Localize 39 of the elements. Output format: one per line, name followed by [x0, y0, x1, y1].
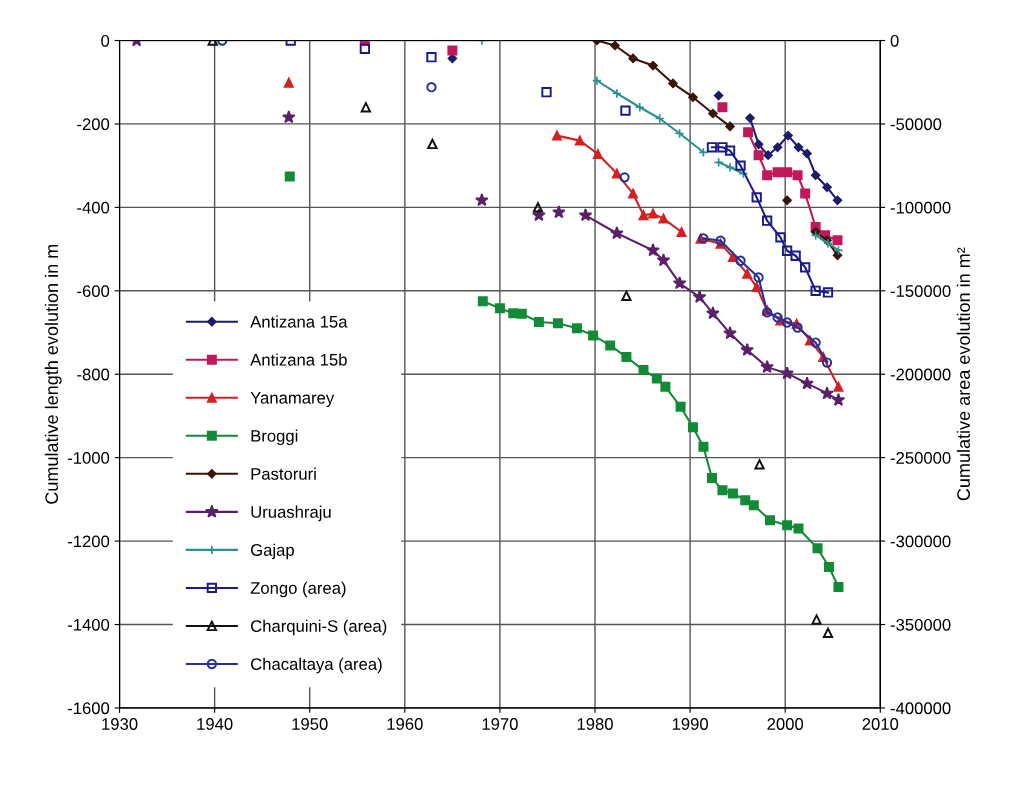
y2-tick-label: -200000 [890, 368, 951, 381]
y2-tick-label: -250000 [890, 452, 951, 464]
legend-label: Gajap [251, 543, 294, 560]
y-tick-label: 0 [101, 34, 110, 47]
y-tick-label: -800 [77, 368, 110, 381]
legend-label: Pastoruri [251, 467, 316, 480]
legend-label: Charquini-S (area) [251, 619, 387, 636]
y2-tick-label: -50000 [890, 118, 942, 131]
x-tick-label: 1990 [672, 718, 708, 730]
y2-tick-label: -300000 [890, 535, 951, 548]
legend-label: Uruashraju [251, 505, 331, 522]
x-tick-label: 1970 [482, 718, 518, 730]
legend-label: Broggi [251, 429, 298, 446]
y2-tick-label: -100000 [890, 201, 951, 214]
x-tick-label: 1980 [577, 718, 613, 730]
legend-label: Yanamarey [250, 392, 335, 408]
x-tick-label: 1950 [292, 718, 328, 730]
y2-tick-label: -150000 [890, 285, 951, 297]
x-tick-label: 2010 [862, 718, 899, 730]
legend-label: Antizana 15b [250, 353, 347, 366]
y-tick-label: -1200 [67, 535, 110, 548]
y2-tick-label: 0 [890, 34, 899, 47]
y-tick-label: -200 [77, 118, 110, 131]
y-tick-label: -600 [77, 285, 110, 297]
y2-axis-title: Cumulative area evolution in m² [956, 247, 970, 501]
legend-label: Chacaltaya (area) [251, 657, 382, 674]
y-tick-label: -400 [77, 201, 110, 214]
y2-tick-label: -400000 [890, 702, 951, 715]
x-tick-label: 1930 [102, 718, 138, 730]
x-tick-label: 1960 [387, 718, 423, 730]
y-tick-label: -1400 [67, 618, 110, 631]
x-tick-label: 1940 [197, 718, 233, 730]
y-tick-label: -1000 [67, 452, 110, 464]
y2-tick-label: -350000 [890, 618, 951, 631]
y-tick-label: -1600 [67, 702, 110, 715]
y-axis-title: Cumulative length evolution in m [44, 244, 62, 504]
x-tick-label: 2000 [767, 718, 804, 730]
legend-label: Zongo (area) [250, 581, 346, 598]
legend-label: Antizana 15a [250, 315, 348, 328]
